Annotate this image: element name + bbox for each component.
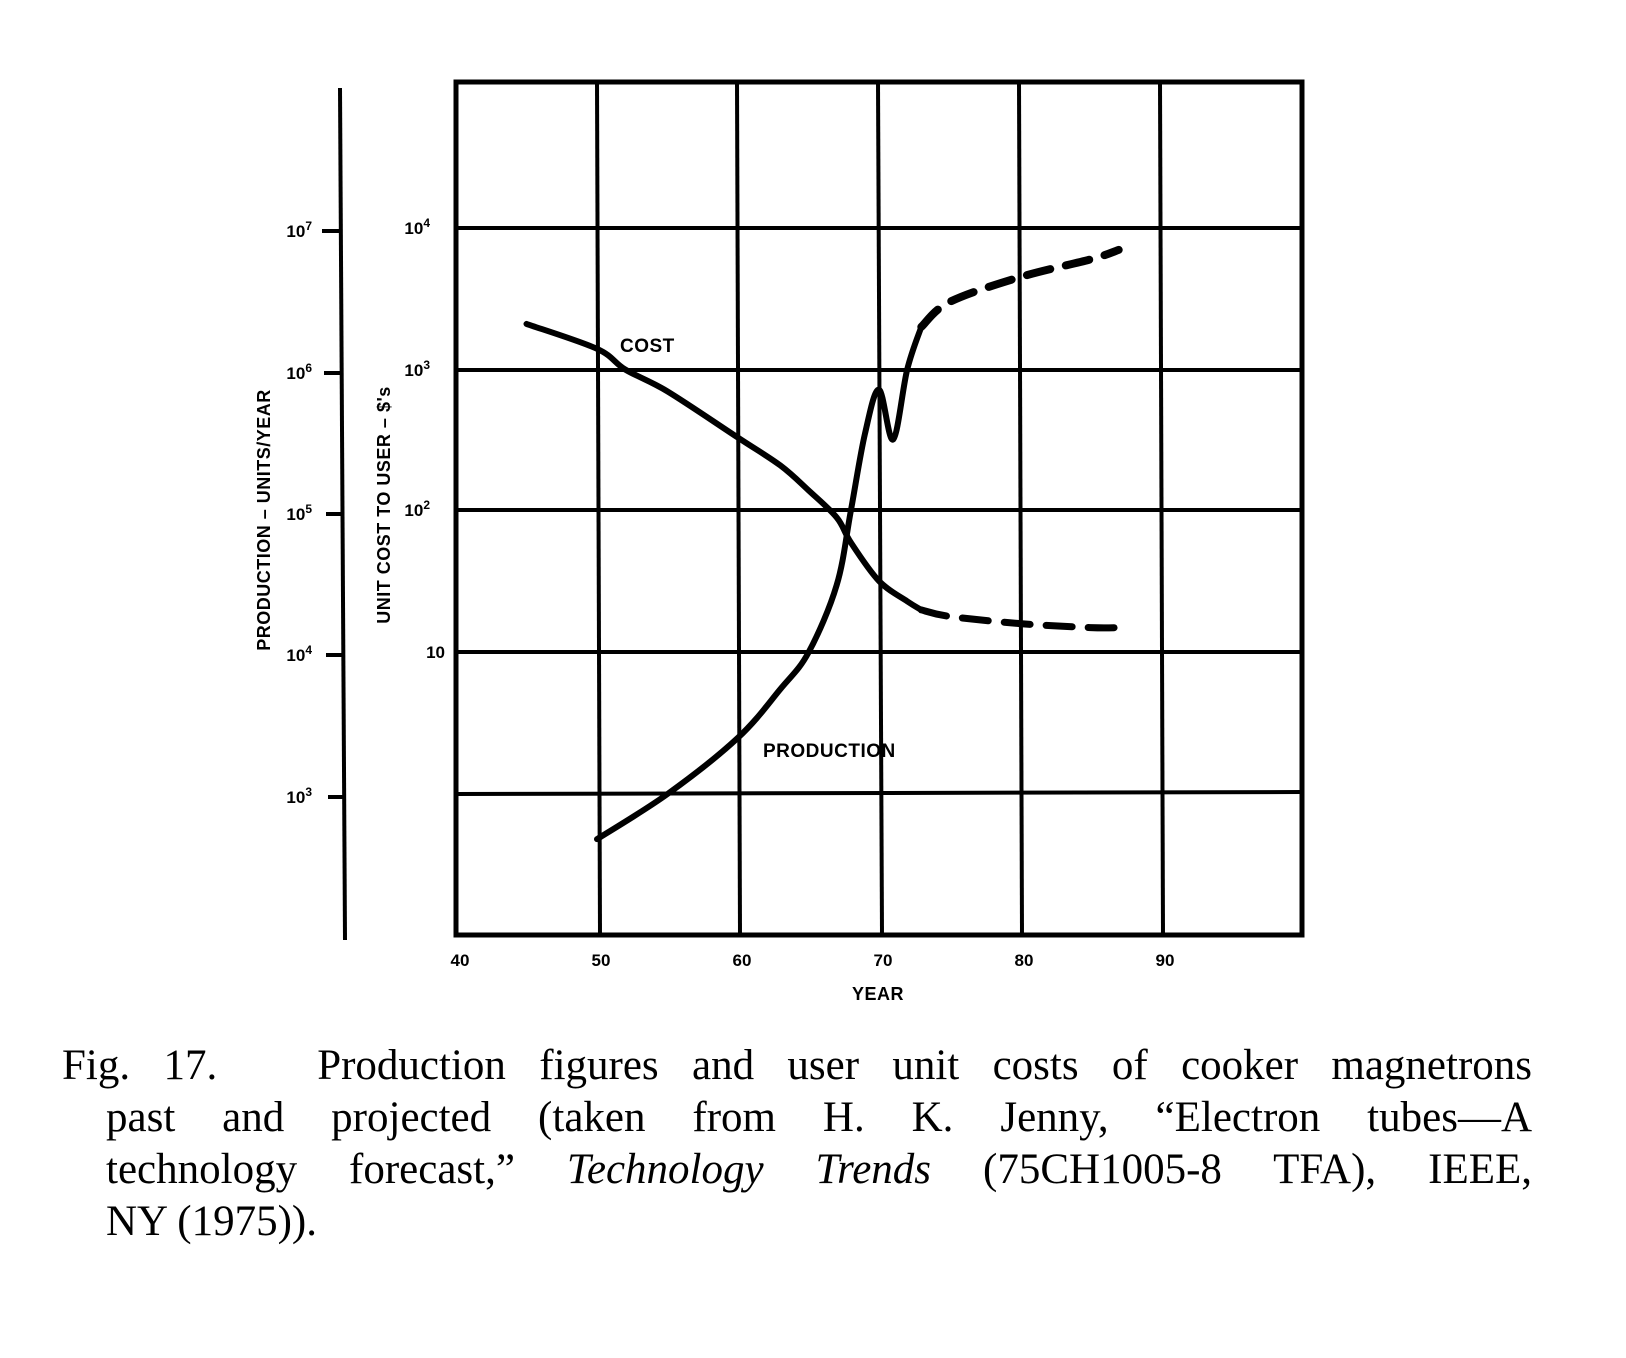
x-axis-ticks: 40 50 60 70 80 90 (451, 951, 1175, 970)
production-curve (594, 245, 1123, 843)
cost-axis: 104 103 102 10 UNIT COST TO USER – $'s (374, 216, 445, 662)
production-tick-label: 103 (286, 785, 312, 807)
cost-tick-label: 102 (404, 498, 430, 520)
caption-line-4: NY (1975)). (106, 1198, 317, 1245)
cost-curve-label: COST (620, 336, 675, 357)
caption-text-3b: (75CH1005-8 TFA), IEEE, (983, 1146, 1533, 1193)
production-tick-label: 107 (286, 219, 312, 241)
x-tick-label: 40 (451, 951, 470, 970)
x-tick-label: 60 (733, 951, 752, 970)
caption-text-1: Production figures and user unit costs o… (317, 1042, 1533, 1089)
cost-tick-label: 104 (404, 216, 430, 238)
caption-line-1: Fig. 17. Production figures and user uni… (62, 1040, 1532, 1092)
x-tick-label: 90 (1156, 951, 1175, 970)
x-tick-label: 70 (874, 951, 893, 970)
caption-line-3: technology forecast,” Technology Trends … (62, 1144, 1532, 1196)
cost-tick-label: 103 (404, 358, 430, 380)
cost-tick-label: 10 (426, 643, 445, 662)
cost-curve (523, 320, 1123, 632)
figure-number: Fig. 17. (62, 1042, 218, 1089)
production-tick-label: 106 (286, 361, 312, 383)
production-axis-title: PRODUCTION – UNITS/YEAR (254, 389, 274, 651)
plot-grid (453, 79, 1305, 938)
caption-text-3a: technology forecast,” (106, 1146, 515, 1193)
x-axis-title: YEAR (852, 984, 904, 1004)
production-curve-label: PRODUCTION (763, 741, 896, 762)
production-tick-label: 104 (286, 643, 312, 665)
journal-title: Technology Trends (566, 1146, 932, 1193)
x-tick-label: 80 (1015, 951, 1034, 970)
x-tick-label: 50 (592, 951, 611, 970)
production-tick-label: 105 (286, 502, 312, 524)
production-axis: 107 106 105 104 103 PRODUCTION – UNITS/YEAR (254, 87, 347, 941)
figure-caption: Fig. 17. Production figures and user uni… (62, 1040, 1532, 1248)
caption-line-2: past and projected (taken from H. K. Jen… (106, 1094, 1532, 1141)
cost-axis-title: UNIT COST TO USER – $'s (374, 386, 394, 624)
